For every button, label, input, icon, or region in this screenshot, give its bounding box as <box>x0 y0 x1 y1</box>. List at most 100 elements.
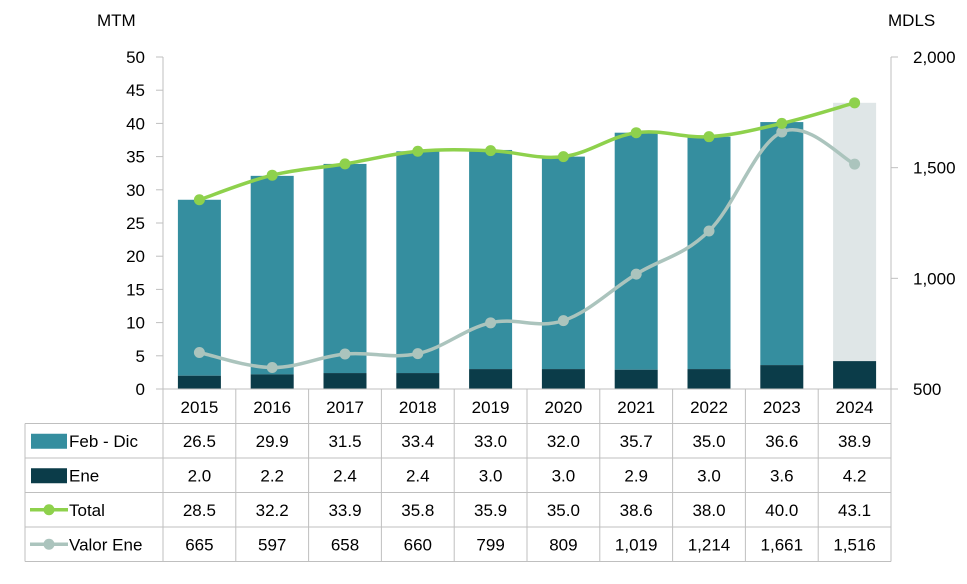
data-label: 26.5 <box>183 432 216 451</box>
bar-ene <box>760 365 804 389</box>
point-valor-ene <box>849 158 861 170</box>
category-label: 2017 <box>326 398 364 417</box>
bar-ene <box>833 361 877 389</box>
data-label: 35.9 <box>474 501 507 520</box>
data-label: 35.7 <box>620 432 653 451</box>
bar-feb-dic <box>323 163 367 374</box>
data-label: 33.4 <box>401 432 434 451</box>
legend-label: Ene <box>69 466 99 485</box>
right-axis: 500 1,000 1,500 2,000 <box>890 48 956 399</box>
category-label: 2021 <box>617 398 655 417</box>
category-label: 2016 <box>253 398 291 417</box>
right-tick-label: 500 <box>913 380 941 399</box>
category-label: 2015 <box>180 398 218 417</box>
data-label: 665 <box>185 535 213 554</box>
data-label: 33.9 <box>328 501 361 520</box>
bar-feb-dic <box>469 149 513 370</box>
point-total <box>339 158 351 170</box>
legend-label: Total <box>69 501 105 520</box>
data-label: 1,019 <box>615 535 658 554</box>
bar-ene <box>687 369 731 389</box>
left-tick-label: 50 <box>126 48 145 67</box>
point-total <box>266 169 278 181</box>
point-valor-ene <box>557 315 569 327</box>
data-label: 1,214 <box>688 535 731 554</box>
legend-label: Valor Ene <box>69 535 142 554</box>
category-label: 2023 <box>763 398 801 417</box>
right-tick-label: 1,500 <box>913 159 956 178</box>
data-label: 38.9 <box>838 432 871 451</box>
data-label: 38.6 <box>620 501 653 520</box>
bar-feb-dic <box>177 199 221 376</box>
data-label: 31.5 <box>328 432 361 451</box>
left-tick-label: 5 <box>136 347 145 366</box>
bar-ene <box>177 375 221 389</box>
point-total <box>630 127 642 139</box>
point-total <box>557 151 569 163</box>
lines <box>193 97 861 374</box>
bar-feb-dic <box>614 132 658 370</box>
data-label: 2.9 <box>624 466 648 485</box>
data-label: 3.0 <box>552 466 576 485</box>
bar-feb-dic <box>396 151 440 374</box>
data-label: 33.0 <box>474 432 507 451</box>
left-tick-label: 40 <box>126 114 145 133</box>
left-axis-unit: MTM <box>97 11 136 30</box>
legend-key-marker <box>43 504 55 516</box>
data-label: 660 <box>404 535 432 554</box>
right-tick-label: 1,000 <box>913 269 956 288</box>
data-label: 658 <box>331 535 359 554</box>
point-valor-ene <box>485 317 497 329</box>
point-total <box>849 97 861 109</box>
legend-key-ene <box>31 468 67 484</box>
data-label: 36.6 <box>765 432 798 451</box>
data-label: 3.0 <box>697 466 721 485</box>
data-label: 597 <box>258 535 286 554</box>
bar-ene <box>469 369 513 389</box>
legend-key-marker <box>43 538 55 550</box>
bar-feb-dic <box>687 136 731 370</box>
data-label: 4.2 <box>843 466 867 485</box>
left-tick-label: 20 <box>126 247 145 266</box>
data-label: 43.1 <box>838 501 871 520</box>
data-label: 38.0 <box>692 501 725 520</box>
category-label: 2020 <box>544 398 582 417</box>
point-total <box>776 117 788 129</box>
data-label: 799 <box>476 535 504 554</box>
category-label: 2022 <box>690 398 728 417</box>
category-label: 2018 <box>399 398 437 417</box>
bar-ene <box>614 369 658 389</box>
data-label: 2.4 <box>406 466 430 485</box>
left-tick-label: 45 <box>126 81 145 100</box>
data-label: 28.5 <box>183 501 216 520</box>
bar-ene <box>541 369 585 389</box>
point-valor-ene <box>266 362 278 374</box>
line-total <box>198 101 856 202</box>
bar-feb-dic <box>250 175 294 375</box>
point-valor-ene <box>776 126 788 138</box>
right-axis-unit: MDLS <box>888 11 935 30</box>
point-valor-ene <box>412 348 424 360</box>
bars <box>177 102 877 389</box>
bar-ene <box>250 374 294 389</box>
bar-feb-dic <box>760 122 804 366</box>
bar-ene <box>396 373 440 389</box>
point-valor-ene <box>193 346 205 358</box>
data-table: 2015 2016 2017 2018 2019 2020 2021 2022 2023 2024… <box>24 388 892 562</box>
data-label: 32.2 <box>256 501 289 520</box>
left-tick-label: 25 <box>126 214 145 233</box>
left-tick-label: 35 <box>126 148 145 167</box>
bar-feb-dic <box>833 102 877 362</box>
left-axis: 0 5 10 15 20 25 30 35 40 45 50 <box>126 48 164 399</box>
left-tick-label: 0 <box>136 380 145 399</box>
point-total <box>412 145 424 157</box>
data-label: 1,661 <box>761 535 804 554</box>
data-label: 2.0 <box>188 466 212 485</box>
data-label: 2.4 <box>333 466 357 485</box>
left-tick-label: 10 <box>126 314 145 333</box>
data-label: 29.9 <box>256 432 289 451</box>
point-valor-ene <box>339 348 351 360</box>
data-label: 35.0 <box>547 501 580 520</box>
data-label: 2.2 <box>260 466 284 485</box>
bar-feb-dic <box>541 156 585 370</box>
